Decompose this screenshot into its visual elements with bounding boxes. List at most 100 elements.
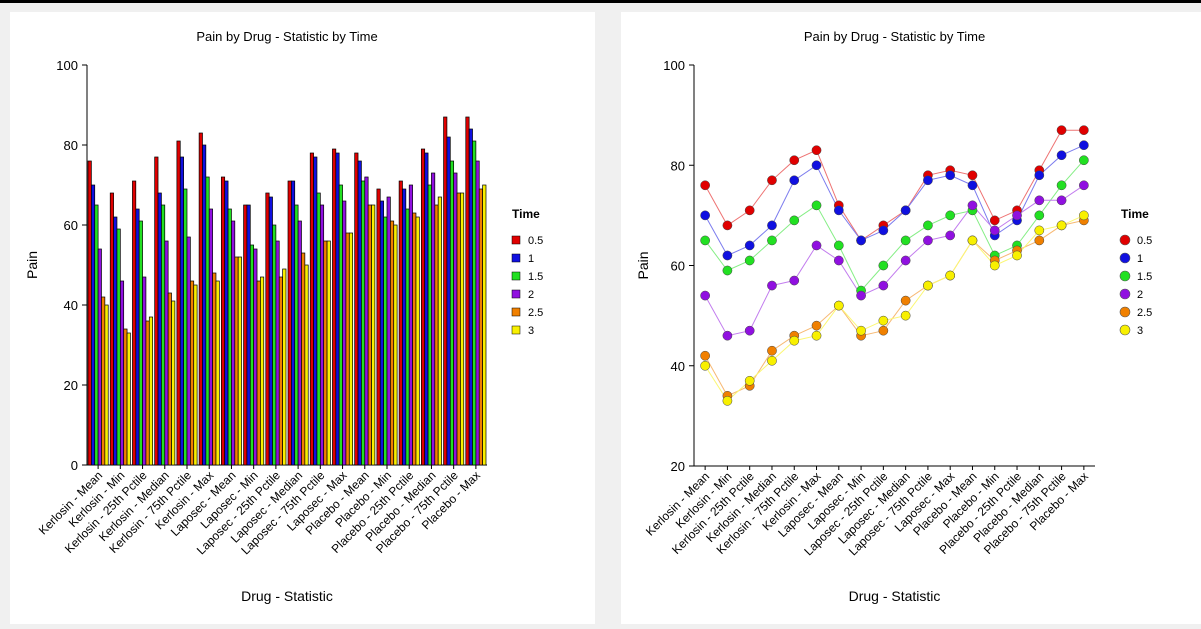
bar xyxy=(297,220,302,466)
legend-swatch-3 xyxy=(511,325,521,335)
bar xyxy=(91,184,96,466)
bar xyxy=(364,176,369,466)
bar xyxy=(198,132,203,466)
bar xyxy=(126,332,131,466)
chart-title: Pain by Drug - Statistic by Time xyxy=(196,29,377,44)
bar xyxy=(287,180,292,466)
y-tick-label: 40 xyxy=(64,298,78,313)
bar-chart-panel: Pain by Drug - Statistic by Time 0 20 40 60 8… xyxy=(10,12,595,624)
bar xyxy=(268,196,273,466)
data-point xyxy=(811,145,822,156)
bar xyxy=(272,224,277,466)
y-tick-label: 100 xyxy=(663,58,685,73)
data-point xyxy=(856,290,866,301)
data-point xyxy=(722,250,733,261)
bar xyxy=(220,176,226,466)
data-point xyxy=(833,255,844,266)
bar xyxy=(371,204,376,466)
chart-title: Pain by Drug - Statistic by Time xyxy=(804,29,985,44)
legend-marker-3 xyxy=(1119,324,1131,336)
bar-series-2-5 xyxy=(101,188,483,466)
legend-title: Time xyxy=(512,207,540,221)
data-point xyxy=(1034,225,1045,236)
bar xyxy=(224,180,229,466)
legend: Time 0.5 1 1.5 2 2.5 3 xyxy=(1119,207,1152,337)
legend-swatch-1 xyxy=(511,253,521,263)
bar xyxy=(243,204,248,466)
bar xyxy=(326,240,331,466)
data-point xyxy=(900,235,911,246)
data-point xyxy=(811,330,822,341)
data-point xyxy=(878,225,889,236)
bar xyxy=(167,292,172,466)
bar-series-3 xyxy=(104,184,487,466)
bar xyxy=(193,284,198,466)
bar xyxy=(443,116,448,466)
data-point xyxy=(767,235,777,246)
bar xyxy=(319,204,325,466)
data-point xyxy=(722,330,733,341)
bar xyxy=(482,184,487,466)
data-point xyxy=(789,335,800,346)
bar xyxy=(420,148,426,466)
bar xyxy=(408,184,413,466)
bar xyxy=(304,264,309,466)
bar xyxy=(101,296,106,466)
legend-swatch-2 xyxy=(511,289,521,299)
bar xyxy=(376,188,381,466)
bar xyxy=(434,204,439,466)
bar xyxy=(231,220,236,466)
y-axis-title: Pain xyxy=(24,251,40,279)
bar xyxy=(202,144,207,466)
bar xyxy=(412,212,417,466)
data-point xyxy=(967,200,978,211)
data-point xyxy=(811,160,822,171)
data-point xyxy=(722,265,733,276)
bar xyxy=(453,172,458,466)
bar xyxy=(256,280,261,466)
data-point xyxy=(744,205,755,216)
legend-label-0-5: 0.5 xyxy=(528,235,543,247)
bar xyxy=(354,152,359,466)
bar xyxy=(348,232,354,466)
data-point xyxy=(1056,195,1067,206)
bar xyxy=(205,176,210,466)
data-point xyxy=(1012,210,1022,221)
bar xyxy=(278,276,283,466)
data-point xyxy=(744,255,755,266)
bar xyxy=(183,188,188,466)
series-line xyxy=(704,144,1085,257)
series-line xyxy=(704,184,1085,337)
bar xyxy=(208,208,213,466)
data-point xyxy=(722,220,733,231)
bar xyxy=(345,232,350,466)
data-point xyxy=(945,270,956,281)
bar xyxy=(176,140,181,466)
bar xyxy=(109,192,114,466)
data-point xyxy=(1056,150,1067,161)
legend-swatch-0-5 xyxy=(511,235,521,245)
data-point xyxy=(923,280,933,291)
bar xyxy=(234,256,239,466)
line-series-3 xyxy=(704,214,1085,402)
bar xyxy=(431,172,436,466)
bar xyxy=(446,136,451,466)
bar xyxy=(367,204,372,466)
data-point xyxy=(700,235,710,246)
bar xyxy=(393,224,398,466)
data-point xyxy=(744,375,755,386)
data-point xyxy=(833,240,844,251)
data-point xyxy=(1079,140,1089,151)
bar xyxy=(249,244,255,466)
data-point xyxy=(856,325,866,336)
data-point xyxy=(1056,180,1067,191)
data-point xyxy=(1056,125,1067,136)
data-point xyxy=(700,210,710,221)
point-series-1-5 xyxy=(700,155,1089,296)
series-line xyxy=(704,214,1085,402)
data-point xyxy=(900,255,911,266)
bar-chart: Pain by Drug - Statistic by Time 0 20 40 60 8… xyxy=(24,29,543,604)
bar xyxy=(190,280,195,466)
data-point xyxy=(789,175,800,186)
point-series-1 xyxy=(700,140,1089,261)
